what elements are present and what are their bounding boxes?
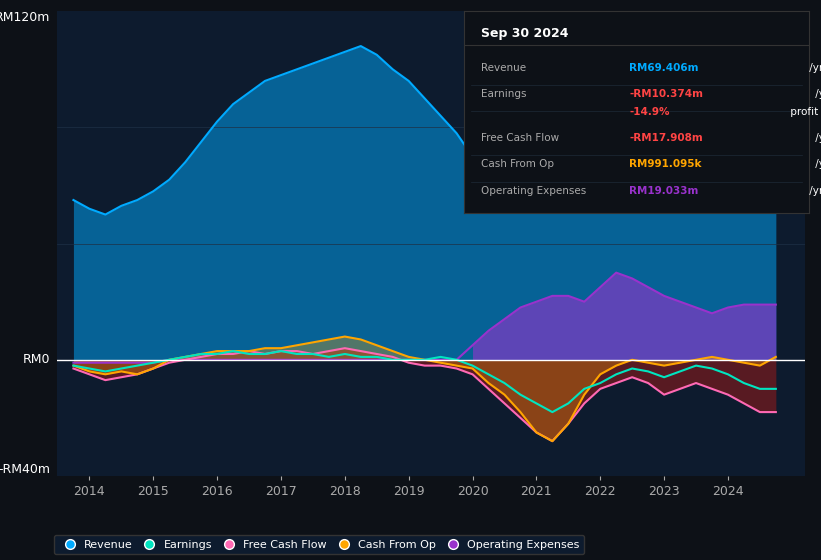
Text: RM69.406m: RM69.406m (630, 63, 699, 73)
Text: /yr: /yr (812, 133, 821, 143)
Text: -RM17.908m: -RM17.908m (630, 133, 703, 143)
Text: -RM10.374m: -RM10.374m (630, 89, 704, 99)
Text: RM0: RM0 (22, 353, 50, 366)
Text: Revenue: Revenue (481, 63, 526, 73)
Text: RM19.033m: RM19.033m (630, 185, 699, 195)
Text: /yr: /yr (812, 160, 821, 170)
Text: -14.9%: -14.9% (630, 107, 670, 117)
Text: Earnings: Earnings (481, 89, 526, 99)
Text: Operating Expenses: Operating Expenses (481, 185, 586, 195)
Text: Free Cash Flow: Free Cash Flow (481, 133, 559, 143)
Text: /yr: /yr (812, 89, 821, 99)
Text: profit margin: profit margin (787, 107, 821, 117)
Text: RM991.095k: RM991.095k (630, 160, 702, 170)
Text: RM120m: RM120m (0, 11, 50, 24)
Text: /yr: /yr (806, 185, 821, 195)
Legend: Revenue, Earnings, Free Cash Flow, Cash From Op, Operating Expenses: Revenue, Earnings, Free Cash Flow, Cash … (54, 535, 584, 554)
Text: /yr: /yr (806, 63, 821, 73)
Text: Sep 30 2024: Sep 30 2024 (481, 27, 569, 40)
Text: Cash From Op: Cash From Op (481, 160, 554, 170)
Text: -RM40m: -RM40m (0, 463, 50, 476)
